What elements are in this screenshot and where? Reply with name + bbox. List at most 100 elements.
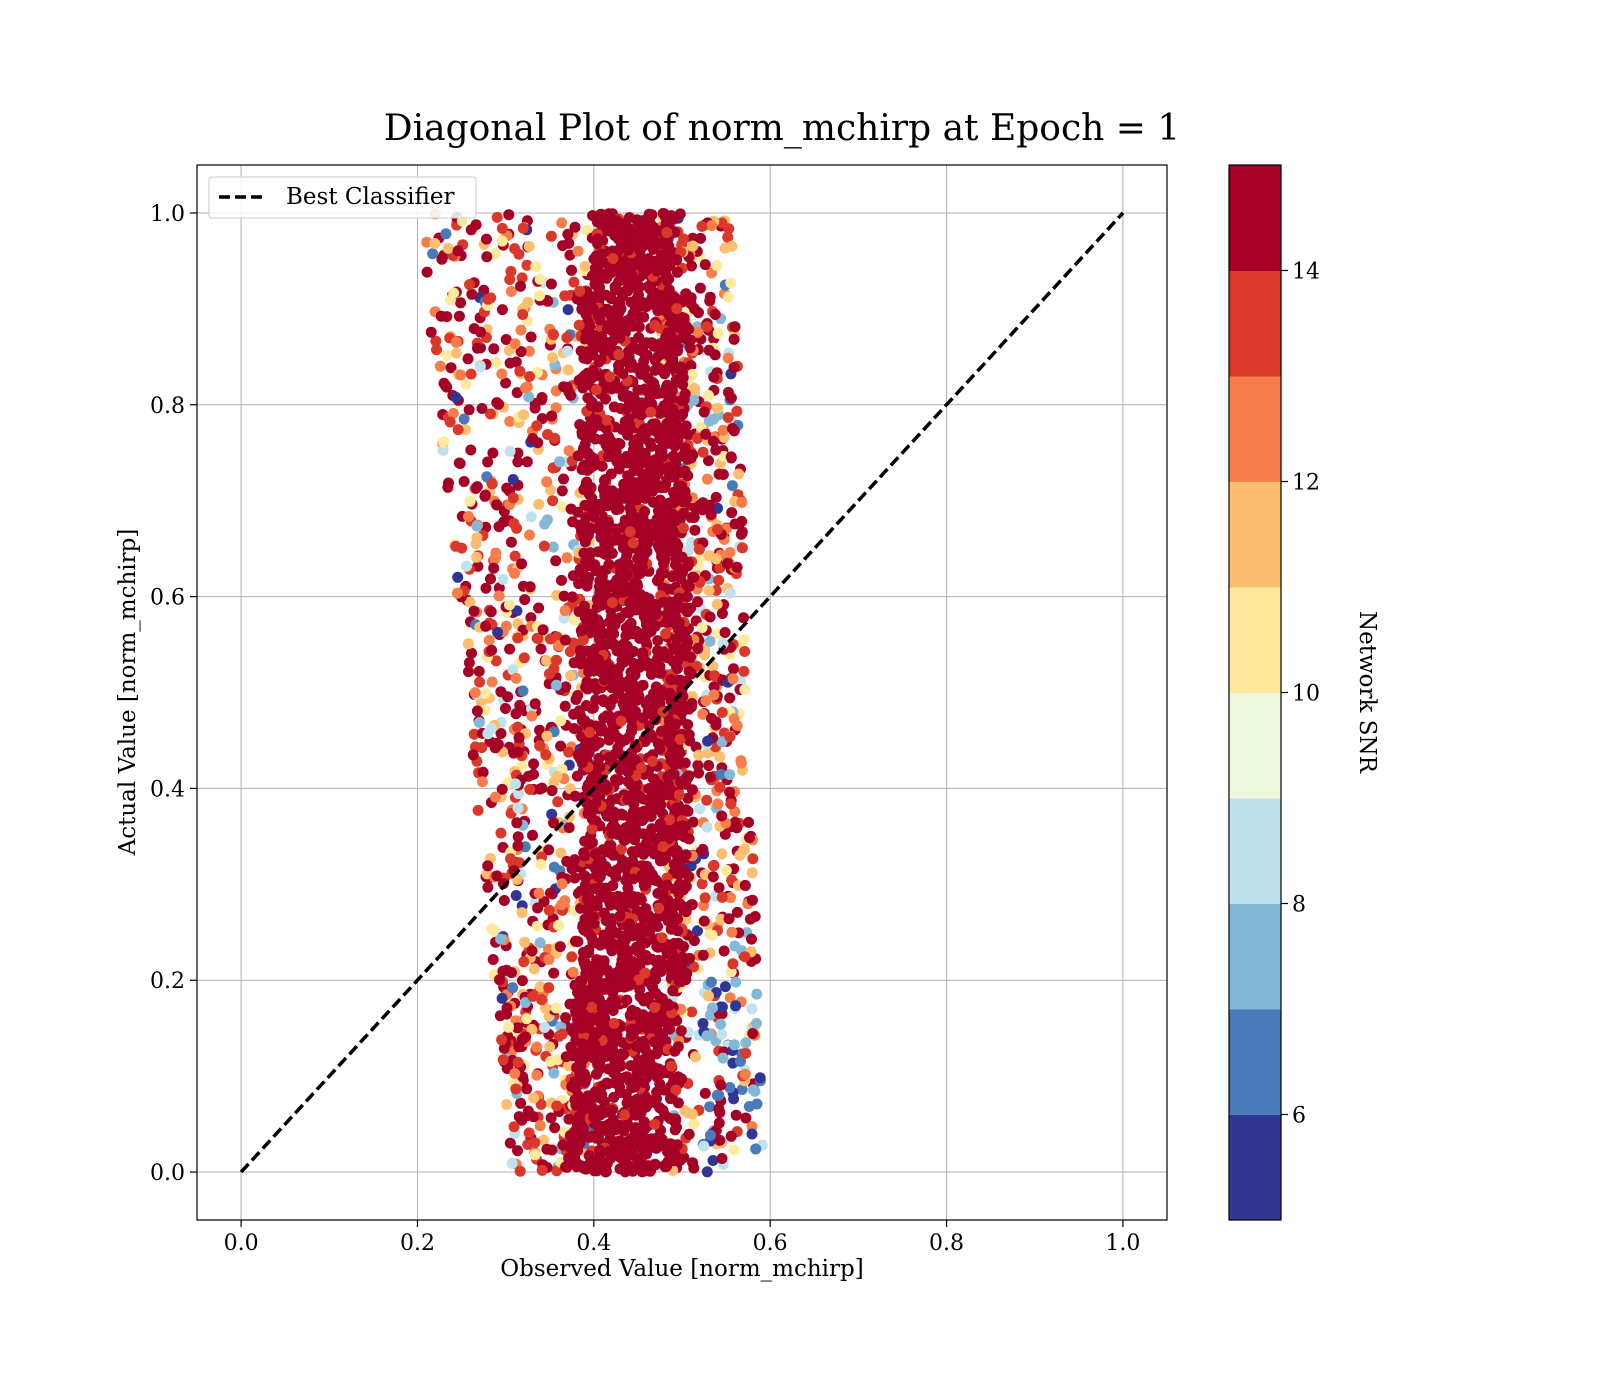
scatter-point-4285 <box>631 1153 643 1165</box>
scatter-point-1151 <box>744 832 755 844</box>
scatter-point-984 <box>688 961 700 973</box>
scatter-point-4099 <box>606 995 618 1007</box>
scatter-point-1367 <box>480 620 492 632</box>
scatter-point-1492 <box>543 982 555 994</box>
scatter-point-790 <box>523 1127 535 1139</box>
scatter-point-3047 <box>638 311 650 323</box>
scatter-point-3691 <box>575 1049 587 1061</box>
scatter-point-800 <box>500 334 512 345</box>
scatter-point-4271 <box>663 284 675 296</box>
scatter-point-236 <box>455 297 467 309</box>
scatter-point-4288 <box>662 396 674 408</box>
scatter-point-1588 <box>489 791 501 803</box>
scatter-point-4259 <box>631 433 643 445</box>
scatter-point-3976 <box>630 1122 641 1134</box>
scatter-point-2909 <box>646 869 658 881</box>
scatter-point-1677 <box>559 605 571 617</box>
scatter-point-884 <box>711 1089 723 1101</box>
scatter-point-70 <box>501 1099 513 1110</box>
scatter-point-4097 <box>625 505 637 517</box>
scatter-point-4200 <box>677 522 689 534</box>
scatter-point-1124 <box>716 608 728 619</box>
scatter-point-4211 <box>654 1078 666 1090</box>
scatter-point-3900 <box>603 734 615 746</box>
scatter-point-1660 <box>541 730 553 742</box>
scatter-point-1201 <box>518 652 530 664</box>
scatter-point-658 <box>747 853 759 865</box>
scatter-point-1563 <box>693 767 705 779</box>
scatter-point-4155 <box>664 1093 676 1105</box>
scatter-point-3787 <box>580 529 592 541</box>
scatter-point-1067 <box>488 562 500 574</box>
scatter-point-168 <box>716 848 728 860</box>
scatter-point-1244 <box>688 1162 700 1174</box>
scatter-point-4265 <box>626 1096 638 1107</box>
scatter-point-936 <box>749 911 761 922</box>
scatter-point-1575 <box>568 276 580 288</box>
scatter-point-1226 <box>458 476 470 487</box>
scatter-point-1522 <box>712 523 724 535</box>
scatter-point-3972 <box>664 544 676 556</box>
scatter-point-3942 <box>578 634 589 646</box>
scatter-point-4283 <box>626 721 638 733</box>
scatter-point-3693 <box>649 620 661 632</box>
scatter-point-720 <box>493 398 505 410</box>
colorbar-segment-2 <box>1229 903 1281 1010</box>
scatter-point-3574 <box>583 1022 595 1034</box>
scatter-point-757 <box>716 1028 728 1040</box>
scatter-point-470 <box>555 740 567 752</box>
scatter-point-4190 <box>598 514 610 526</box>
scatter-point-1165 <box>531 1069 543 1081</box>
scatter-point-1112 <box>527 829 538 841</box>
scatter-point-4078 <box>672 376 684 388</box>
scatter-point-508 <box>501 1002 513 1014</box>
scatter-point-535 <box>559 290 571 302</box>
scatter-point-4161 <box>676 551 688 563</box>
scatter-point-4007 <box>645 406 657 418</box>
scatter-point-1418 <box>491 499 503 511</box>
scatter-point-682 <box>558 590 570 602</box>
scatter-point-1023 <box>739 879 751 891</box>
scatter-point-210 <box>581 224 593 236</box>
scatter-point-4167 <box>588 511 600 522</box>
scatter-point-1237 <box>535 858 547 870</box>
scatter-point-1586 <box>516 558 528 570</box>
scatter-point-4156 <box>638 995 650 1007</box>
scatter-point-1628 <box>683 1128 695 1140</box>
scatter-point-3600 <box>671 362 683 374</box>
scatter-point-708 <box>524 529 535 541</box>
scatter-point-4 <box>490 356 502 368</box>
scatter-point-1454 <box>548 817 559 829</box>
scatter-point-89 <box>512 456 524 468</box>
y-tick-label-1: 0.2 <box>150 969 185 994</box>
scatter-point-1654 <box>455 369 467 381</box>
scatter-point-41 <box>695 552 707 564</box>
scatter-point-4258 <box>666 510 678 522</box>
plot-frame <box>196 164 1168 1221</box>
scatter-point-4065 <box>614 1119 626 1131</box>
scatter-point-1385 <box>529 1149 541 1161</box>
scatter-point-516 <box>515 324 527 336</box>
scatter-point-1313 <box>485 408 496 420</box>
scatter-point-3985 <box>661 879 673 891</box>
scatter-point-140 <box>505 536 517 548</box>
scatter-point-1064 <box>464 279 475 291</box>
scatter-point-613 <box>521 1083 533 1095</box>
scatter-point-1480 <box>504 274 516 285</box>
scatter-point-876 <box>521 456 533 468</box>
scatter-point-920 <box>704 771 716 783</box>
scatter-point-1088 <box>471 705 483 717</box>
scatter-point-4212 <box>646 823 658 835</box>
scatter-point-1486 <box>427 248 439 260</box>
scatter-point-1207 <box>479 688 491 699</box>
scatter-point-4062 <box>656 932 668 944</box>
scatter-point-1364 <box>547 352 559 364</box>
scatter-point-3987 <box>679 465 691 477</box>
scatter-point-3121 <box>670 1114 682 1126</box>
scatter-point-2388 <box>688 935 700 947</box>
scatter-point-3935 <box>674 733 686 745</box>
scatter-point-3692 <box>668 526 680 538</box>
scatter-point-3485 <box>589 883 601 895</box>
scatter-point-1326 <box>448 287 460 299</box>
scatter-point-2885 <box>574 519 585 531</box>
